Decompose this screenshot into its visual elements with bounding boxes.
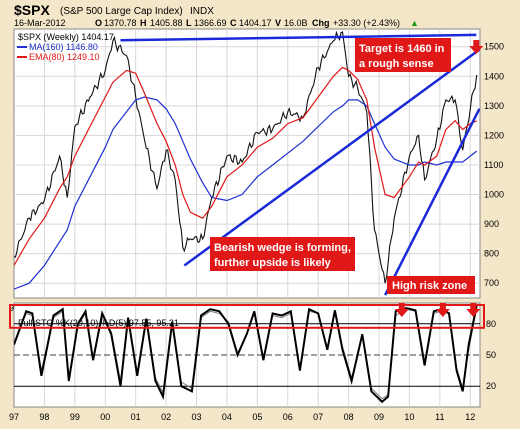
stochastic-down-arrow-icon: [435, 303, 450, 317]
wedge-annotation: Bearish wedge is forming, further upside …: [210, 237, 355, 271]
volume-value: 16.0B: [284, 18, 308, 28]
low-label: L: [186, 18, 192, 28]
stochastic-x-tick-label: 07: [313, 412, 323, 422]
price-series: [14, 30, 478, 284]
close-value: 1404.17: [239, 18, 272, 28]
price-y-tick-label: 1000: [484, 190, 504, 200]
target-annotation-box: [355, 38, 451, 72]
stochastic-x-tick-label: 01: [131, 412, 141, 422]
stochastic-x-tick-label: 00: [100, 412, 110, 422]
wedge-annotation-text: Bearish wedge is forming, further upside …: [214, 242, 351, 269]
stochastic-markers: [394, 303, 481, 317]
ma160-series: [14, 96, 478, 290]
chg-up-icon: ▲: [410, 18, 419, 28]
price-legend: $SPX (Weekly) 1404.17 MA(160) 1146.80 EM…: [17, 32, 114, 62]
price-y-axis: 700 800 900 1000 1100 1200 1300 1400 1500: [484, 42, 504, 288]
legend-ma: MA(160) 1146.80: [29, 42, 98, 52]
price-y-tick-label: 1200: [484, 130, 504, 140]
risk-annotation-text: High risk zone: [392, 280, 467, 292]
wedge-annotation-box: [210, 237, 355, 271]
high-value: 1405.88: [150, 18, 183, 28]
price-markers: [469, 40, 484, 54]
trendline: [383, 108, 480, 296]
stochastic-x-tick-label: 97: [9, 412, 19, 422]
stochastic-x-tick-label: 03: [191, 412, 201, 422]
price-y-tick-label: 1300: [484, 101, 504, 111]
overbought-box: [9, 304, 485, 329]
stochastic-y-axis: 20 50 80: [486, 319, 496, 391]
target-annotation: Target is 1460 in a rough sense: [355, 38, 451, 72]
date-label: 16-Mar-2012: [14, 18, 66, 28]
risk-annotation-box: [387, 276, 475, 294]
stochastic-y-tick-label: 50: [486, 350, 496, 360]
stochastic-x-tick-label: 06: [283, 412, 293, 422]
stochastic-x-tick-label: 99: [70, 412, 80, 422]
symbol-title: $SPX: [14, 2, 50, 18]
volume-label: V: [275, 18, 281, 28]
stochastic-y-tick-label: 80: [486, 319, 496, 329]
price-y-tick-label: 700: [484, 278, 499, 288]
price-y-tick-label: 1400: [484, 71, 504, 81]
stochastic-x-tick-label: 04: [222, 412, 232, 422]
risk-annotation: High risk zone: [387, 276, 475, 294]
stochastic-x-tick-label: 09: [374, 412, 384, 422]
trendlines: [120, 33, 480, 296]
low-value: 1366.69: [194, 18, 227, 28]
stochastic-x-axis: 97 98 99 00 01 02 03 04 05 06 07 08 09 10 11 12: [9, 412, 475, 422]
price-y-tick-label: 1500: [484, 42, 504, 52]
open-value: 1370.78: [104, 18, 137, 28]
stochastic-x-tick-label: 05: [252, 412, 262, 422]
stochastic-y-tick-label: 20: [486, 381, 496, 391]
stochastic-x-tick-label: 11: [435, 412, 444, 422]
chg-label: Chg: [312, 18, 330, 28]
chg-value: +33.30 (+2.43%): [333, 18, 400, 28]
stochastic-k-series: [14, 305, 478, 404]
price-y-tick-label: 800: [484, 249, 499, 259]
trendline: [183, 48, 480, 267]
trendline: [120, 33, 477, 42]
open-label: O: [95, 18, 102, 28]
stochastic-down-arrow-icon: [394, 303, 409, 317]
legend-sto: Full STO %K(20,10) %D(5) 97.55, 95.21: [18, 318, 179, 328]
legend-price: $SPX (Weekly) 1404.17: [18, 32, 114, 42]
price-y-tick-label: 900: [484, 219, 499, 229]
stochastic-x-tick-label: 02: [161, 412, 171, 422]
stochastic-x-tick-label: 08: [344, 412, 354, 422]
close-label: C: [230, 18, 237, 28]
price-down-arrow-icon: [469, 40, 484, 54]
stochastic-x-tick-label: 10: [404, 412, 414, 422]
price-y-tick-label: 1100: [484, 160, 503, 170]
high-label: H: [140, 18, 147, 28]
legend-ema: EMA(80) 1249.10: [29, 52, 100, 62]
ema80-series: [14, 66, 477, 266]
stochastic-down-arrow-icon: [466, 303, 481, 317]
stochastic-x-tick-label: 98: [39, 412, 49, 422]
exchange-label: INDX: [190, 6, 214, 17]
target-annotation-text: Target is 1460 in a rough sense: [359, 43, 445, 70]
index-name: (S&P 500 Large Cap Index): [60, 6, 183, 17]
stochastic-x-tick-label: 12: [465, 412, 475, 422]
